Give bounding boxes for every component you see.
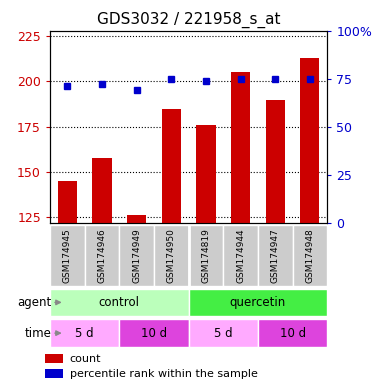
Bar [119, 319, 189, 347]
Text: GSM174949: GSM174949 [132, 228, 141, 283]
Bar [50, 225, 85, 286]
Bar [58, 181, 77, 223]
Bar [189, 319, 258, 347]
Text: GSM174944: GSM174944 [236, 228, 245, 283]
Bar [127, 215, 146, 223]
Title: GDS3032 / 221958_s_at: GDS3032 / 221958_s_at [97, 12, 280, 28]
Text: GSM174946: GSM174946 [97, 228, 107, 283]
Bar [92, 157, 112, 223]
Bar [266, 99, 285, 223]
Text: time: time [24, 327, 51, 339]
Bar [258, 225, 293, 286]
Bar [196, 125, 216, 223]
Text: count: count [70, 354, 101, 364]
Bar [154, 225, 189, 286]
Text: GSM174950: GSM174950 [167, 228, 176, 283]
Text: control: control [99, 296, 140, 309]
Text: 10 d: 10 d [141, 327, 167, 339]
Text: percentile rank within the sample: percentile rank within the sample [70, 369, 258, 379]
Bar [45, 369, 63, 378]
Bar [231, 72, 250, 223]
Text: 5 d: 5 d [214, 327, 233, 339]
Bar [119, 225, 154, 286]
Bar [50, 289, 189, 316]
Text: 5 d: 5 d [75, 327, 94, 339]
Bar [300, 58, 320, 223]
Bar [85, 225, 119, 286]
Bar [258, 319, 327, 347]
Text: agent: agent [17, 296, 51, 309]
Text: quercetin: quercetin [230, 296, 286, 309]
Bar [50, 319, 119, 347]
Bar [189, 225, 223, 286]
Text: GSM174947: GSM174947 [271, 228, 280, 283]
Text: GSM174948: GSM174948 [305, 228, 315, 283]
Bar [223, 225, 258, 286]
Text: 10 d: 10 d [280, 327, 306, 339]
Bar [293, 225, 327, 286]
Bar [45, 354, 63, 363]
Bar [189, 289, 327, 316]
Text: GSM174819: GSM174819 [201, 228, 211, 283]
Text: GSM174945: GSM174945 [63, 228, 72, 283]
Bar [162, 109, 181, 223]
